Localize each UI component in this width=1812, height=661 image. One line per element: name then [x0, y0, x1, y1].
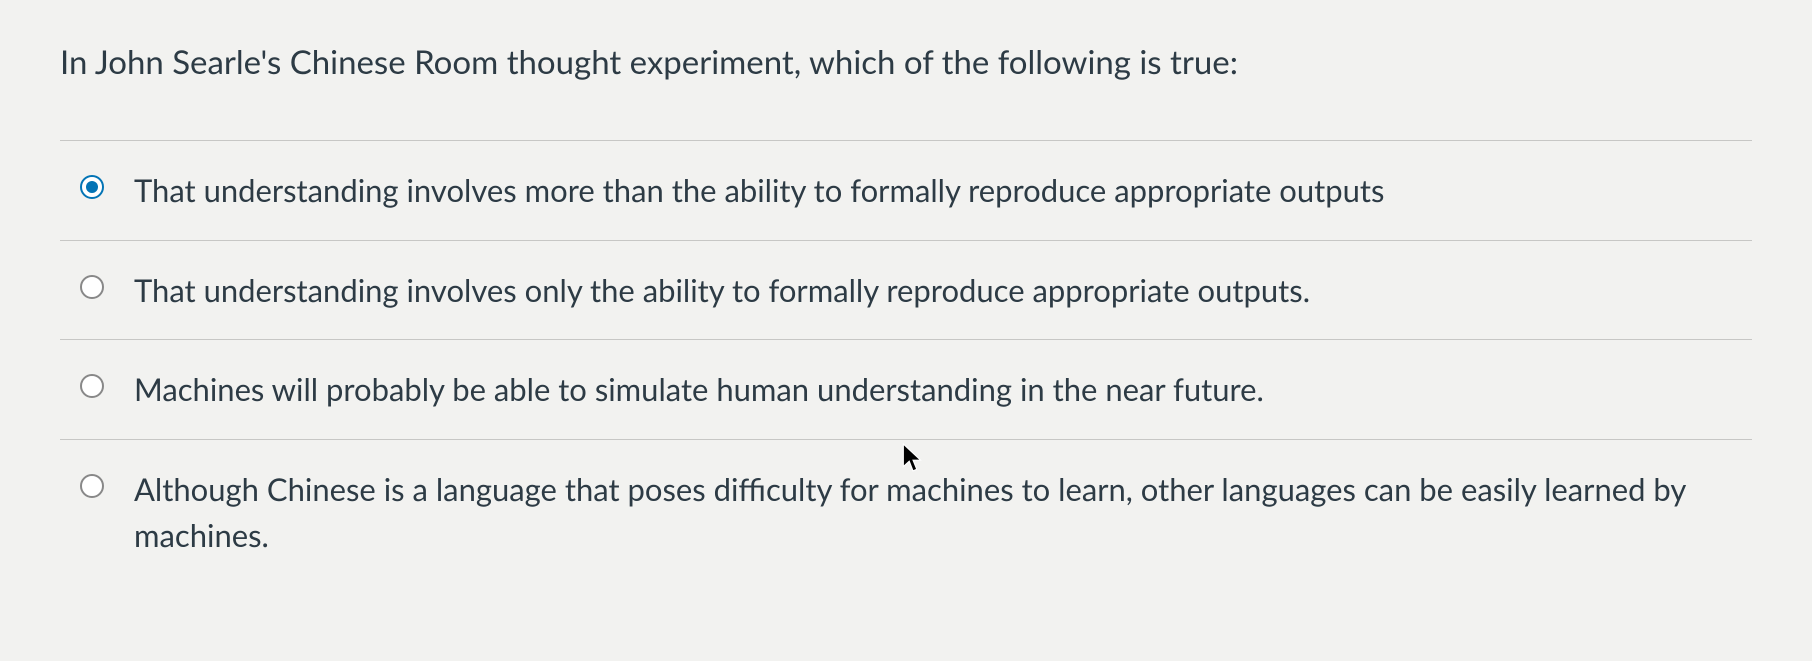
- option-label-2: Machines will probably be able to simula…: [134, 366, 1742, 413]
- radio-button-2[interactable]: [78, 372, 106, 400]
- radio-button-1[interactable]: [78, 273, 106, 301]
- option-row-0[interactable]: That understanding involves more than th…: [60, 140, 1752, 240]
- option-label-3: Although Chinese is a language that pose…: [134, 466, 1742, 559]
- radio-selected-icon: [80, 175, 104, 199]
- option-row-3[interactable]: Although Chinese is a language that pose…: [60, 439, 1752, 585]
- radio-button-3[interactable]: [78, 472, 106, 500]
- option-row-1[interactable]: That understanding involves only the abi…: [60, 240, 1752, 340]
- radio-inner-dot: [86, 181, 98, 193]
- radio-button-0[interactable]: [78, 173, 106, 201]
- options-list: That understanding involves more than th…: [60, 140, 1752, 585]
- question-prompt: In John Searle's Chinese Room thought ex…: [60, 42, 1752, 82]
- radio-unselected-icon: [80, 374, 104, 398]
- option-label-0: That understanding involves more than th…: [134, 167, 1742, 214]
- quiz-question-container: In John Searle's Chinese Room thought ex…: [0, 0, 1812, 661]
- option-row-2[interactable]: Machines will probably be able to simula…: [60, 339, 1752, 439]
- radio-unselected-icon: [80, 474, 104, 498]
- option-label-1: That understanding involves only the abi…: [134, 267, 1742, 314]
- radio-unselected-icon: [80, 275, 104, 299]
